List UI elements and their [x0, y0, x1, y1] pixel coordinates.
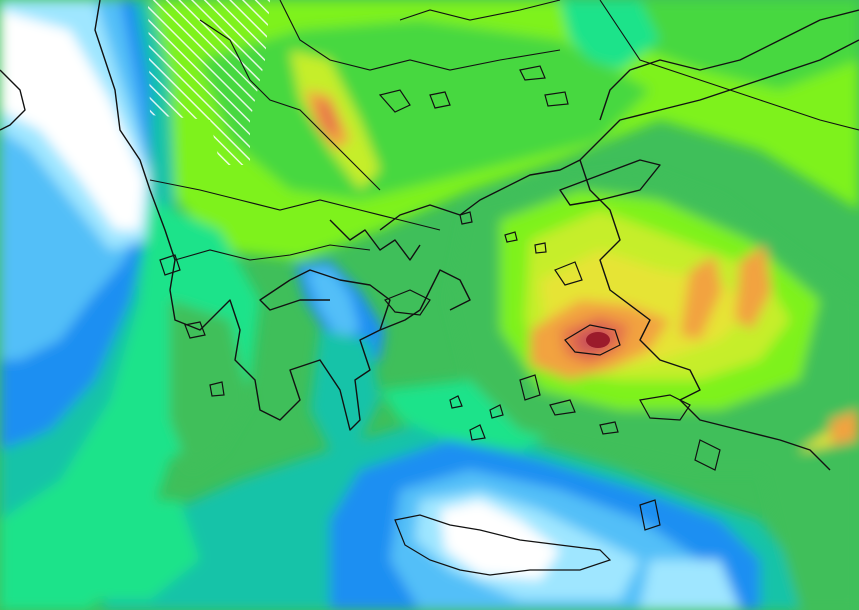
chalkidiki [329, 219, 421, 261]
attica-coast [379, 269, 471, 331]
corfu-outline [159, 254, 181, 276]
dodecanese-outline [639, 394, 691, 421]
anatolia-orange-streak-2 [735, 245, 772, 330]
balkan-border-2 [279, 0, 561, 71]
crete-white [440, 500, 560, 580]
northeast-light-green-field [600, 0, 859, 90]
crete-outline [394, 514, 612, 576]
balkan-border-1 [199, 19, 381, 191]
cyclades-outline-2 [489, 404, 504, 419]
borders [149, 0, 859, 261]
marmara-coast [559, 159, 661, 206]
thasos-outline [459, 211, 473, 225]
islands [159, 65, 721, 576]
turkey-west-coast [579, 159, 831, 471]
naxos-outline [469, 424, 486, 441]
italy-coast [0, 69, 26, 131]
karpathos-outline [639, 499, 661, 531]
bosphorus-coast [579, 39, 859, 161]
anatolia-orange-streak-1 [680, 255, 722, 340]
imbros-outline [534, 242, 547, 254]
balkan-border-4 [399, 0, 561, 21]
gulf-of-corinth [259, 279, 330, 311]
samothrace-outline [504, 231, 518, 243]
lake-outline-4 [544, 91, 569, 107]
turkey-border [599, 0, 859, 131]
balkan-border-3 [149, 179, 441, 231]
lake-outline-3 [519, 65, 546, 81]
southeast-green [760, 440, 859, 610]
euboea-outline [384, 289, 431, 316]
zakynthos-outline [209, 381, 225, 397]
kefalonia-outline [184, 321, 206, 339]
albania-coast [94, 0, 176, 291]
balkan-red-streak [315, 100, 340, 135]
limnos-outline [554, 261, 583, 286]
lake-outline-2 [429, 91, 451, 109]
west-ionian-white [0, 10, 145, 230]
lesvos-outline [564, 324, 621, 356]
southeast-pale-blue [640, 560, 740, 610]
kos-outline [599, 421, 619, 435]
samos-outline [549, 399, 576, 416]
north-aegean-coast [379, 159, 581, 231]
gulf-light-blue [305, 268, 360, 340]
western-greece-mint [0, 200, 260, 610]
greece-north-border [174, 244, 371, 261]
west-coast-blue-spot [0, 370, 60, 440]
lake-outline-1 [378, 89, 411, 113]
greece-west-coast [169, 269, 391, 431]
chios-outline [519, 374, 541, 401]
east-aegean-core [586, 332, 610, 348]
hatched-area [148, 0, 270, 165]
black-sea-coast [599, 9, 859, 121]
south-west-mint [90, 500, 200, 600]
coastlines [0, 0, 859, 471]
cyclades-outline-1 [449, 395, 463, 409]
rhodes-outline [694, 439, 721, 471]
peloponnese-teal [310, 330, 380, 450]
